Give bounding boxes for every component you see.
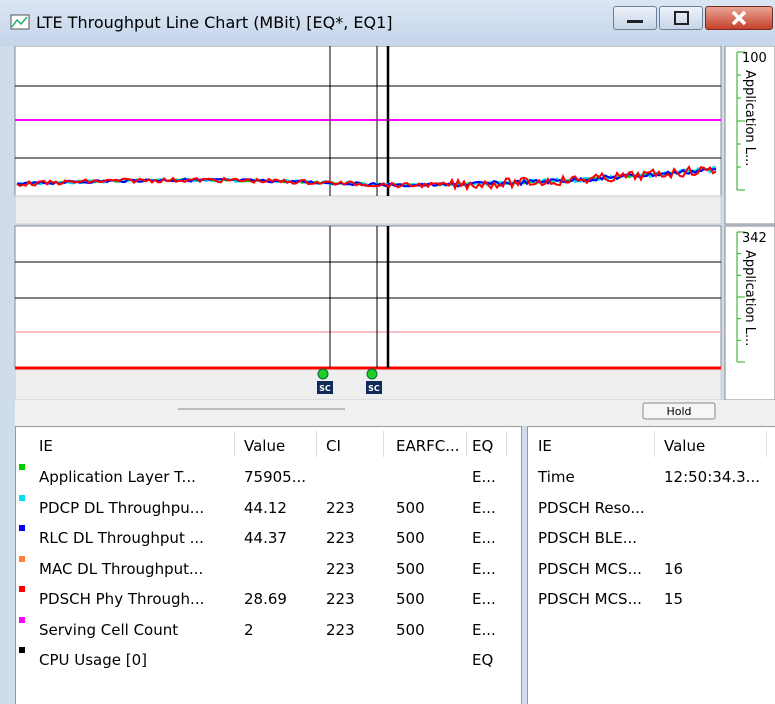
column-header: EQ — [472, 437, 494, 455]
close-button[interactable] — [705, 6, 773, 30]
table-cell: 223 — [326, 590, 355, 608]
table-cell: 44.12 — [244, 498, 287, 517]
table-cell: 15 — [664, 590, 684, 608]
table-cell: 75905... — [244, 468, 307, 486]
table-cell: E... — [472, 559, 496, 578]
column-separator — [466, 431, 467, 457]
table-cell: EQ — [472, 651, 494, 669]
table-cell: 500 — [396, 498, 425, 517]
table-cell: 16 — [664, 559, 684, 578]
column-separator — [654, 431, 655, 457]
table-cell: 44.37 — [244, 529, 287, 547]
minimize-button[interactable] — [613, 6, 657, 30]
table-cell: PDSCH Phy Through... — [39, 590, 205, 608]
table-cell: PDCP DL Throughpu... — [39, 498, 205, 517]
table-cell: PDSCH Reso... — [538, 498, 645, 517]
axis-label: Application L... — [742, 70, 757, 166]
column-header: IE — [39, 437, 53, 455]
right-table: IE Value Time 12:50:34.3... PDSCH Reso... PDS… — [527, 426, 775, 704]
axis-max: 100 — [742, 51, 767, 66]
column-header: Value — [244, 437, 286, 455]
plot-strip — [14, 195, 722, 225]
axis-max: 342 — [742, 231, 767, 246]
series-swatch — [19, 494, 25, 501]
table-cell: E... — [472, 529, 496, 547]
axis-panel — [724, 46, 775, 225]
hold-button[interactable] — [642, 402, 716, 420]
series-swatch — [19, 464, 25, 470]
table-cell: 500 — [396, 559, 425, 578]
column-header: IE — [538, 437, 552, 455]
table-cell: E... — [472, 620, 496, 639]
table-cell: E... — [472, 468, 496, 486]
app-icon — [10, 14, 30, 30]
table-cell: Time — [538, 468, 575, 486]
series-swatch — [19, 616, 25, 623]
table-cell: Application Layer T... — [39, 468, 196, 486]
hold-label: Hold — [666, 405, 691, 418]
column-separator — [383, 431, 384, 457]
series-swatch — [19, 586, 25, 592]
title-bar: LTE Throughput Line Chart (MBit) [EQ*, E… — [0, 0, 775, 46]
marker-box — [366, 381, 382, 394]
table-cell: 223 — [326, 529, 355, 547]
table-cell: 500 — [396, 590, 425, 608]
table-cell: PDSCH MCS... — [538, 559, 642, 578]
column-separator — [234, 431, 235, 457]
marker-dot — [317, 368, 329, 380]
table-cell: E... — [472, 498, 496, 517]
column-header: CI — [326, 437, 341, 455]
maximize-button[interactable] — [659, 6, 703, 30]
series-swatch — [19, 555, 25, 562]
axis-label: Application L... — [742, 250, 757, 346]
axis-panel — [724, 225, 775, 401]
table-cell: PDSCH BLE... — [538, 529, 638, 547]
table-cell: RLC DL Throughput ... — [39, 529, 204, 547]
table-cell: 223 — [326, 498, 355, 517]
table-cell: 28.69 — [244, 590, 287, 608]
plot-background — [14, 225, 722, 369]
trace — [16, 164, 717, 192]
left-table: IE Value CI EARFC... EQ Application Layer T..… — [15, 426, 522, 704]
chart-area: 100 Application L... 342 Application L... SC… — [14, 46, 775, 426]
table-cell: 500 — [396, 529, 425, 547]
marker-label: SC — [319, 384, 331, 393]
series-swatch — [19, 647, 25, 653]
column-separator — [766, 431, 767, 457]
series-swatch — [19, 525, 25, 531]
table-cell: MAC DL Throughput... — [39, 559, 204, 578]
table-cell: Serving Cell Count — [39, 620, 179, 639]
window-title: LTE Throughput Line Chart (MBit) [EQ*, E… — [36, 13, 393, 32]
column-header: EARFC... — [396, 437, 460, 455]
table-cell: 2 — [244, 620, 254, 639]
table-cell: PDSCH MCS... — [538, 590, 642, 608]
column-separator — [316, 431, 317, 457]
column-separator — [506, 431, 507, 457]
table-cell: 223 — [326, 559, 355, 578]
table-cell: 12:50:34.3... — [664, 468, 760, 486]
column-header: Value — [664, 437, 706, 455]
table-cell: 223 — [326, 620, 355, 639]
table-cell: 500 — [396, 620, 425, 639]
table-cell: E... — [472, 590, 496, 608]
marker-box — [317, 381, 333, 394]
table-cell: CPU Usage [0] — [39, 651, 148, 669]
marker-label: SC — [368, 384, 380, 393]
marker-dot — [366, 368, 378, 380]
